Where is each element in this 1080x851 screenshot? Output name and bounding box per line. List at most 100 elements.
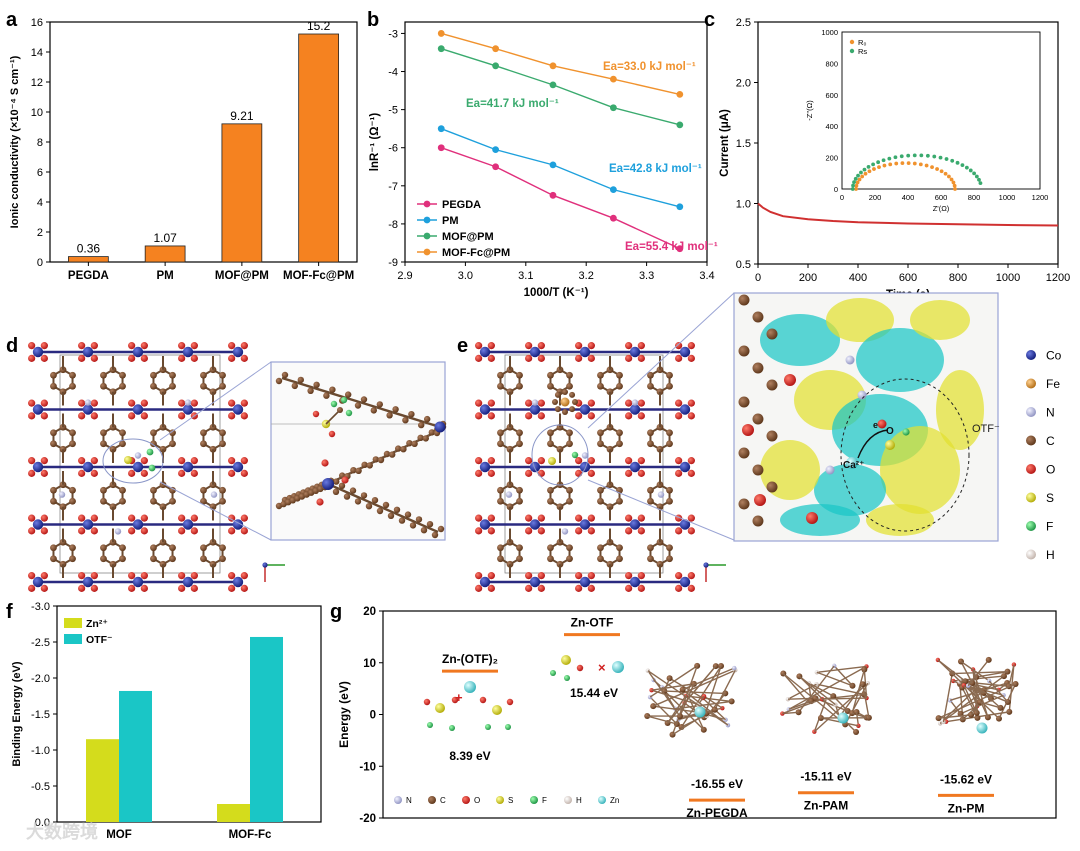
carbon-atom bbox=[647, 440, 654, 448]
oxygen-atom bbox=[625, 584, 633, 592]
carbon-atom bbox=[169, 440, 176, 448]
carbon-atom bbox=[50, 440, 57, 448]
bond bbox=[652, 669, 736, 707]
cobalt-atom bbox=[32, 576, 44, 588]
nitrogen-atom bbox=[857, 390, 867, 400]
bond bbox=[838, 683, 864, 718]
oxygen-atom bbox=[675, 399, 683, 407]
y-tick-label: -7 bbox=[388, 181, 398, 193]
carbon-atom bbox=[200, 382, 207, 390]
oxygen-atom bbox=[742, 424, 754, 436]
y-tick-label: -2.0 bbox=[31, 673, 50, 685]
bond bbox=[967, 659, 990, 687]
carbon-atom bbox=[150, 440, 157, 448]
oxygen-atom bbox=[575, 584, 583, 592]
oxygen-atom bbox=[625, 572, 633, 580]
y-tick-label: 14 bbox=[31, 47, 43, 59]
bond bbox=[963, 684, 978, 714]
inset-point-Rs bbox=[887, 156, 892, 161]
oxygen-atom bbox=[28, 469, 36, 477]
inset-point-R₀ bbox=[943, 171, 948, 176]
cobalt-atom bbox=[529, 519, 541, 530]
x-category-label: MOF bbox=[106, 829, 132, 841]
carbon-atom bbox=[337, 407, 343, 413]
atom-legend-label: S bbox=[508, 796, 513, 805]
cobalt-atom bbox=[679, 404, 691, 415]
carbon-atom bbox=[572, 399, 578, 405]
inset-point-R₀ bbox=[953, 187, 957, 191]
oxygen-atom bbox=[140, 572, 148, 580]
oxygen-atom bbox=[806, 512, 818, 524]
oxygen-atom bbox=[637, 584, 645, 592]
bond bbox=[392, 411, 409, 419]
oxygen-atom bbox=[28, 354, 36, 362]
legend-atom-S bbox=[496, 796, 504, 804]
nitrogen-atom bbox=[58, 491, 66, 498]
oxygen-atom bbox=[228, 354, 236, 362]
carbon-atom bbox=[69, 486, 76, 494]
oxygen-atom bbox=[28, 399, 36, 407]
data-point-MOF@PM bbox=[549, 81, 557, 89]
inset-point-R₀ bbox=[930, 165, 934, 170]
panel-f-binding-energy-chart: 0.0 -0.5 -1.0 -1.5 -2.0 -2.5 -3.0 Binding Energ… bbox=[11, 601, 322, 841]
bond bbox=[960, 661, 973, 684]
y-axis-label: Ionic conductivity (×10⁻⁴ S cm⁻¹) bbox=[9, 55, 21, 228]
fluorine-atom bbox=[485, 724, 491, 730]
bar-value-label: 15.2 bbox=[307, 19, 331, 33]
carbon-atom bbox=[69, 555, 76, 563]
data-point-PEGDA bbox=[549, 191, 557, 199]
bond bbox=[281, 376, 299, 385]
inset-y-axis-label: -Z''(Ω) bbox=[805, 100, 814, 121]
carbon-atom bbox=[332, 488, 340, 495]
panel-c-current-time-plot: 0200400600800100012000.51.01.52.02.5Time… bbox=[719, 17, 1070, 301]
legend-atom-S bbox=[1026, 492, 1036, 503]
panel-label-b: b bbox=[367, 9, 379, 31]
carbon-atom bbox=[402, 417, 409, 424]
level-value-label: -16.55 eV bbox=[691, 777, 743, 791]
plot-frame bbox=[404, 21, 708, 263]
atom-legend-label: H bbox=[576, 796, 582, 805]
label-o: O bbox=[886, 426, 894, 437]
bond bbox=[937, 659, 1000, 720]
carbon-atom bbox=[516, 486, 523, 494]
zinc-atom bbox=[846, 457, 858, 469]
cobalt-atom bbox=[579, 404, 591, 415]
oxygen-atom bbox=[576, 664, 584, 672]
oxygen-atom bbox=[487, 584, 495, 592]
carbon-atom bbox=[119, 440, 126, 448]
carbon-atom bbox=[119, 429, 126, 437]
y-axis-label: Binding Energy (eV) bbox=[11, 661, 23, 766]
carbon-atom bbox=[566, 555, 573, 563]
oxygen-atom bbox=[178, 342, 186, 350]
carbon-atom bbox=[219, 544, 226, 552]
carbon-atom bbox=[354, 498, 362, 505]
bar-MOF@PM bbox=[221, 123, 263, 263]
bond-break-mark: + bbox=[455, 690, 463, 705]
carbon-atom bbox=[752, 311, 764, 323]
inset-point-Rs bbox=[871, 162, 876, 167]
inset-point-Rs bbox=[852, 180, 856, 185]
charge-density-lobe bbox=[826, 298, 894, 342]
carbon-atom bbox=[597, 497, 604, 505]
oxygen-atom bbox=[178, 457, 186, 465]
panel-d-mof-structure bbox=[28, 342, 447, 592]
cobalt-atom bbox=[232, 461, 244, 473]
oxygen-atom bbox=[28, 584, 36, 592]
oxygen-atom bbox=[475, 354, 483, 362]
oxygen-atom bbox=[128, 584, 136, 592]
oxygen-atom bbox=[178, 584, 186, 592]
inset-point-R₀ bbox=[872, 167, 876, 171]
oxygen-atom bbox=[78, 399, 86, 407]
bond bbox=[679, 683, 695, 717]
nitrogen-atom bbox=[581, 452, 589, 459]
fluorine-atom bbox=[345, 409, 353, 417]
oxygen-atom bbox=[78, 527, 86, 535]
oxygen-atom bbox=[525, 354, 533, 362]
bond bbox=[782, 673, 808, 702]
nitrogen-atom bbox=[631, 399, 639, 406]
y-tick-label: -5 bbox=[388, 105, 398, 117]
legend-atom-H bbox=[564, 796, 572, 804]
carbon-atom bbox=[100, 497, 107, 505]
cobalt-atom bbox=[579, 519, 591, 530]
data-point-MOF-Fc@PM bbox=[609, 75, 617, 83]
